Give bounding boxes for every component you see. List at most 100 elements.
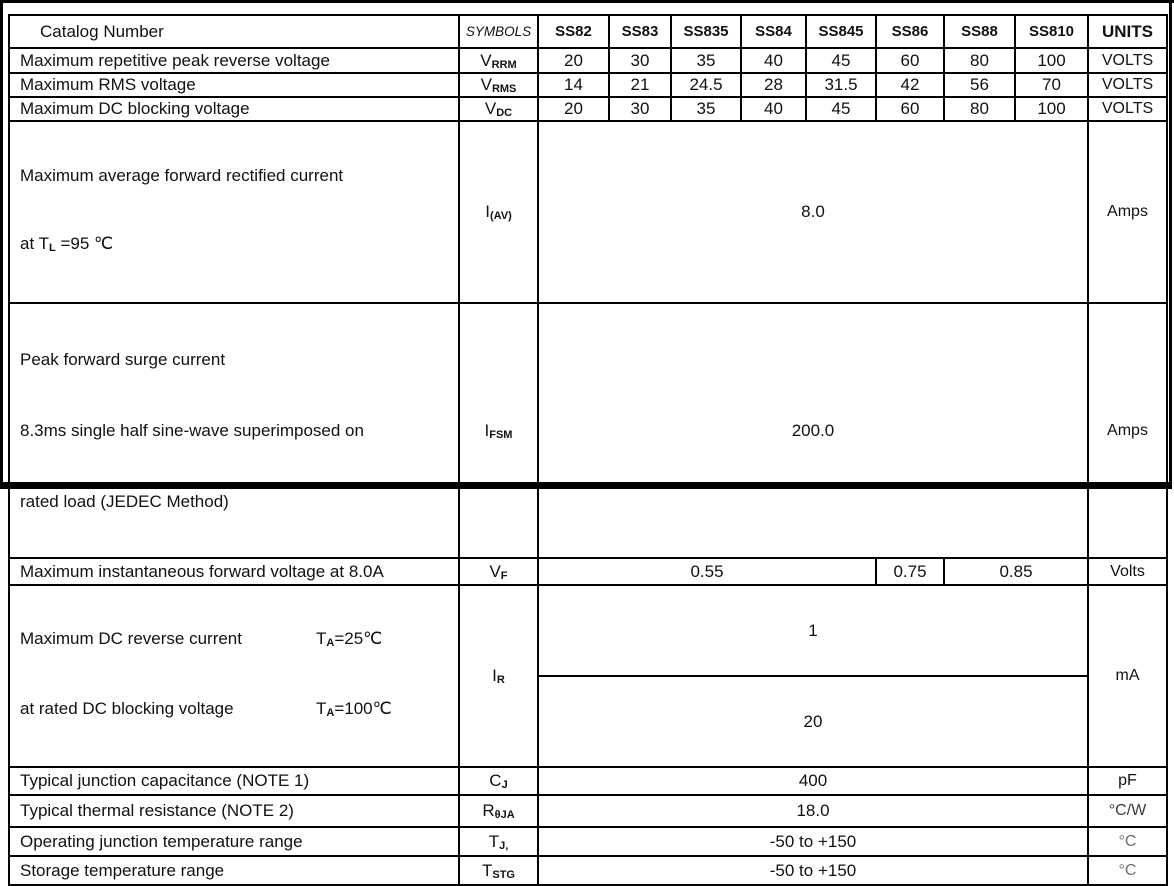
symbol-sub: FSM (489, 428, 513, 441)
row-ir-25c: Maximum DC reverse current TA=25℃ at rate… (8, 584, 1168, 768)
unit-cell: °C (1087, 855, 1168, 886)
unit-cell: °C/W (1087, 794, 1168, 828)
symbol-tstg: TSTG (458, 855, 539, 886)
value-cell: 30 (608, 96, 672, 122)
row-label: Maximum repetitive peak reverse voltage (8, 47, 460, 74)
value-cell: 70 (1014, 72, 1089, 98)
part-header-ss810: SS810 (1014, 14, 1089, 49)
value-cell: 20 (537, 96, 610, 122)
symbol-sub: J, (499, 839, 509, 852)
value-cell: 80 (943, 96, 1016, 122)
unit-cell: °C (1087, 826, 1168, 857)
row-cj: Typical junction capacitance (NOTE 1) CJ… (8, 766, 1168, 796)
unit-cell: Amps (1087, 120, 1168, 304)
label-line: Maximum DC reverse current TA=25℃ (20, 629, 383, 649)
symbol-sub: (AV) (489, 210, 512, 222)
value-cell: 21 (608, 72, 672, 98)
symbol-vf: VF (458, 557, 539, 586)
part-header-ss86: SS86 (875, 14, 945, 49)
value-cell: 80 (943, 47, 1016, 74)
row-label: Maximum DC reverse current TA=25℃ at rate… (8, 584, 460, 768)
unit-cell: VOLTS (1087, 96, 1168, 122)
row-label: Maximum RMS voltage (8, 72, 460, 98)
value-cell: 100 (1014, 96, 1089, 122)
part-header-ss82: SS82 (537, 14, 610, 49)
symbol-rthja: RθJA (458, 794, 539, 828)
unit-cell: Volts (1087, 557, 1168, 586)
row-tstg: Storage temperature range TSTG -50 to +1… (8, 855, 1168, 886)
value-cell: -50 to +150 (537, 855, 1089, 886)
value-cell: 42 (875, 72, 945, 98)
value-cell: 31.5 (805, 72, 877, 98)
part-header-ss88: SS88 (943, 14, 1016, 49)
row-label: Peak forward surge current 8.3ms single … (8, 302, 460, 559)
symbol-base: V (480, 75, 492, 94)
value-cell: 35 (670, 47, 742, 74)
label-line: 8.3ms single half sine-wave superimposed… (20, 421, 364, 440)
symbol-sub: R (496, 674, 505, 686)
value-cell: 24.5 (670, 72, 742, 98)
value-cell: 14 (537, 72, 610, 98)
symbol-base: C (489, 771, 502, 790)
value-cell: 0.75 (875, 557, 945, 586)
symbol-iav: I(AV) (458, 120, 539, 304)
header-row: Catalog Number SYMBOLS SS82 SS83 SS835 S… (8, 14, 1168, 49)
row-vf: Maximum instantaneous forward voltage at… (8, 557, 1168, 586)
label-line: Peak forward surge current (20, 350, 226, 369)
value-cell: 45 (805, 96, 877, 122)
symbol-base: T (488, 831, 500, 851)
unit-cell: Amps (1087, 302, 1168, 559)
row-label: Operating junction temperature range (8, 826, 460, 857)
page-border-right (1169, 0, 1172, 489)
part-header-ss845: SS845 (805, 14, 877, 49)
symbol-ifsm: IFSM (458, 302, 539, 559)
symbol-base: I (484, 420, 490, 440)
symbol-sub: STG (492, 868, 515, 881)
row-iav: Maximum average forward rectified curren… (8, 120, 1168, 304)
value-cell: 20 (537, 675, 1089, 768)
symbol-sub: F (500, 569, 508, 582)
value-cell: 60 (875, 47, 945, 74)
symbol-vdc: VDC (458, 96, 539, 122)
symbol-sub: RMS (491, 83, 517, 95)
value-cell: 0.55 (537, 557, 877, 586)
row-ifsm: Peak forward surge current 8.3ms single … (8, 302, 1168, 559)
value-cell: 18.0 (537, 794, 1089, 828)
value-cell: 56 (943, 72, 1016, 98)
unit-cell: VOLTS (1087, 72, 1168, 98)
value-cell: 60 (875, 96, 945, 122)
value-cell: -50 to +150 (537, 826, 1089, 857)
symbol-base: V (489, 561, 501, 581)
unit-cell: mA (1087, 584, 1168, 768)
symbol-base: V (484, 99, 497, 118)
value-cell: 200.0 (537, 302, 1089, 559)
row-vrms: Maximum RMS voltage VRMS 14 21 24.5 28 3… (8, 72, 1168, 98)
symbol-vrms: VRMS (458, 72, 539, 98)
symbol-base: T (481, 860, 493, 880)
symbol-sub: θJA (494, 809, 515, 821)
symbol-sub: DC (496, 107, 513, 119)
unit-cell: VOLTS (1087, 47, 1168, 74)
value-cell: 45 (805, 47, 877, 74)
label-line: at rated DC blocking voltage TA=100℃ (20, 699, 392, 719)
page-border-top (0, 0, 1174, 3)
symbol-sub: J (501, 779, 508, 791)
row-vdc: Maximum DC blocking voltage VDC 20 30 35… (8, 96, 1168, 122)
symbol-ir: IR (458, 584, 539, 768)
part-header-ss83: SS83 (608, 14, 672, 49)
value-cell: 400 (537, 766, 1089, 796)
page-border-left (0, 0, 3, 489)
label-line: at TL =95 ℃ (20, 234, 114, 254)
value-cell: 40 (740, 47, 807, 74)
symbol-base: I (485, 202, 490, 221)
value-cell: 1 (537, 584, 1089, 677)
symbol-vrrm: VRRM (458, 47, 539, 74)
unit-cell: pF (1087, 766, 1168, 796)
label-line: rated load (JEDEC Method) (20, 492, 229, 511)
part-header-ss835: SS835 (670, 14, 742, 49)
part-header-ss84: SS84 (740, 14, 807, 49)
row-vrrm: Maximum repetitive peak reverse voltage … (8, 47, 1168, 74)
symbol-tj: TJ, (458, 826, 539, 857)
value-cell: 28 (740, 72, 807, 98)
units-header: UNITS (1087, 14, 1168, 49)
